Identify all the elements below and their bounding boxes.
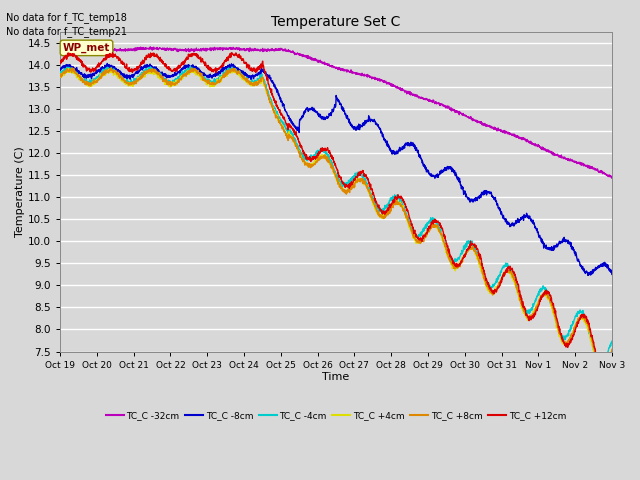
TC_C -8cm <box>608 272 616 277</box>
TC_C -32cm <box>592 166 600 172</box>
Title: Temperature Set C: Temperature Set C <box>271 15 401 29</box>
TC_C -8cm <box>584 273 592 278</box>
TC_C +8cm <box>56 72 64 78</box>
Line: TC_C -32cm: TC_C -32cm <box>60 47 612 178</box>
TC_C +8cm <box>598 367 606 373</box>
Line: TC_C +4cm: TC_C +4cm <box>60 69 612 371</box>
TC_C -4cm <box>592 353 600 359</box>
TC_C +8cm <box>68 65 76 71</box>
TC_C -32cm <box>491 125 499 131</box>
TC_C -4cm <box>608 338 616 344</box>
TC_C +4cm <box>608 348 616 353</box>
TC_C -32cm <box>147 44 154 50</box>
TC_C -4cm <box>491 280 499 286</box>
TC_C -8cm <box>104 60 111 66</box>
TC_C +12cm <box>600 372 607 377</box>
TC_C -4cm <box>186 63 194 69</box>
TC_C -32cm <box>310 58 318 63</box>
TC_C +12cm <box>325 150 333 156</box>
X-axis label: Time: Time <box>323 372 349 383</box>
TC_C +12cm <box>491 287 499 292</box>
TC_C +8cm <box>608 347 616 352</box>
TC_C +4cm <box>64 66 72 72</box>
TC_C -32cm <box>608 175 616 181</box>
TC_C -32cm <box>84 47 92 52</box>
TC_C +4cm <box>56 72 64 77</box>
TC_C -8cm <box>325 114 333 120</box>
TC_C +4cm <box>598 368 606 374</box>
TC_C -4cm <box>598 361 605 367</box>
TC_C +4cm <box>325 159 333 165</box>
TC_C +12cm <box>84 66 92 72</box>
TC_C -4cm <box>325 153 333 158</box>
TC_C +4cm <box>491 288 499 293</box>
TC_C -4cm <box>84 81 92 86</box>
TC_C +12cm <box>608 353 616 359</box>
TC_C +8cm <box>84 81 92 86</box>
TC_C +8cm <box>592 354 600 360</box>
TC_C +8cm <box>310 161 318 167</box>
TC_C -4cm <box>56 70 64 76</box>
Line: TC_C +8cm: TC_C +8cm <box>60 68 612 370</box>
TC_C +12cm <box>56 60 64 66</box>
TC_C -8cm <box>84 73 92 79</box>
Line: TC_C +12cm: TC_C +12cm <box>60 53 612 374</box>
Text: No data for f_TC_temp18: No data for f_TC_temp18 <box>6 12 127 23</box>
Line: TC_C -4cm: TC_C -4cm <box>60 66 612 364</box>
TC_C +12cm <box>592 350 600 356</box>
TC_C -8cm <box>592 265 600 271</box>
TC_C +12cm <box>310 155 318 161</box>
TC_C +4cm <box>592 357 600 362</box>
TC_C +4cm <box>84 81 92 87</box>
TC_C -8cm <box>593 265 600 271</box>
TC_C +8cm <box>592 352 600 358</box>
TC_C -4cm <box>592 355 600 360</box>
Text: WP_met: WP_met <box>63 43 110 53</box>
TC_C +8cm <box>325 160 333 166</box>
TC_C +12cm <box>592 351 600 357</box>
TC_C +12cm <box>228 50 236 56</box>
TC_C -8cm <box>56 68 64 73</box>
TC_C -32cm <box>592 167 600 172</box>
Legend: TC_C -32cm, TC_C -8cm, TC_C -4cm, TC_C +4cm, TC_C +8cm, TC_C +12cm: TC_C -32cm, TC_C -8cm, TC_C -4cm, TC_C +… <box>102 407 570 423</box>
TC_C -8cm <box>310 106 318 111</box>
TC_C +8cm <box>491 288 499 294</box>
TC_C +4cm <box>310 159 318 165</box>
TC_C -8cm <box>491 197 499 203</box>
Y-axis label: Temperature (C): Temperature (C) <box>15 146 25 237</box>
TC_C -32cm <box>325 61 333 67</box>
TC_C -32cm <box>56 45 64 51</box>
Text: No data for f_TC_temp21: No data for f_TC_temp21 <box>6 26 127 37</box>
Line: TC_C -8cm: TC_C -8cm <box>60 63 612 276</box>
TC_C -4cm <box>310 152 318 158</box>
TC_C +4cm <box>592 357 600 362</box>
